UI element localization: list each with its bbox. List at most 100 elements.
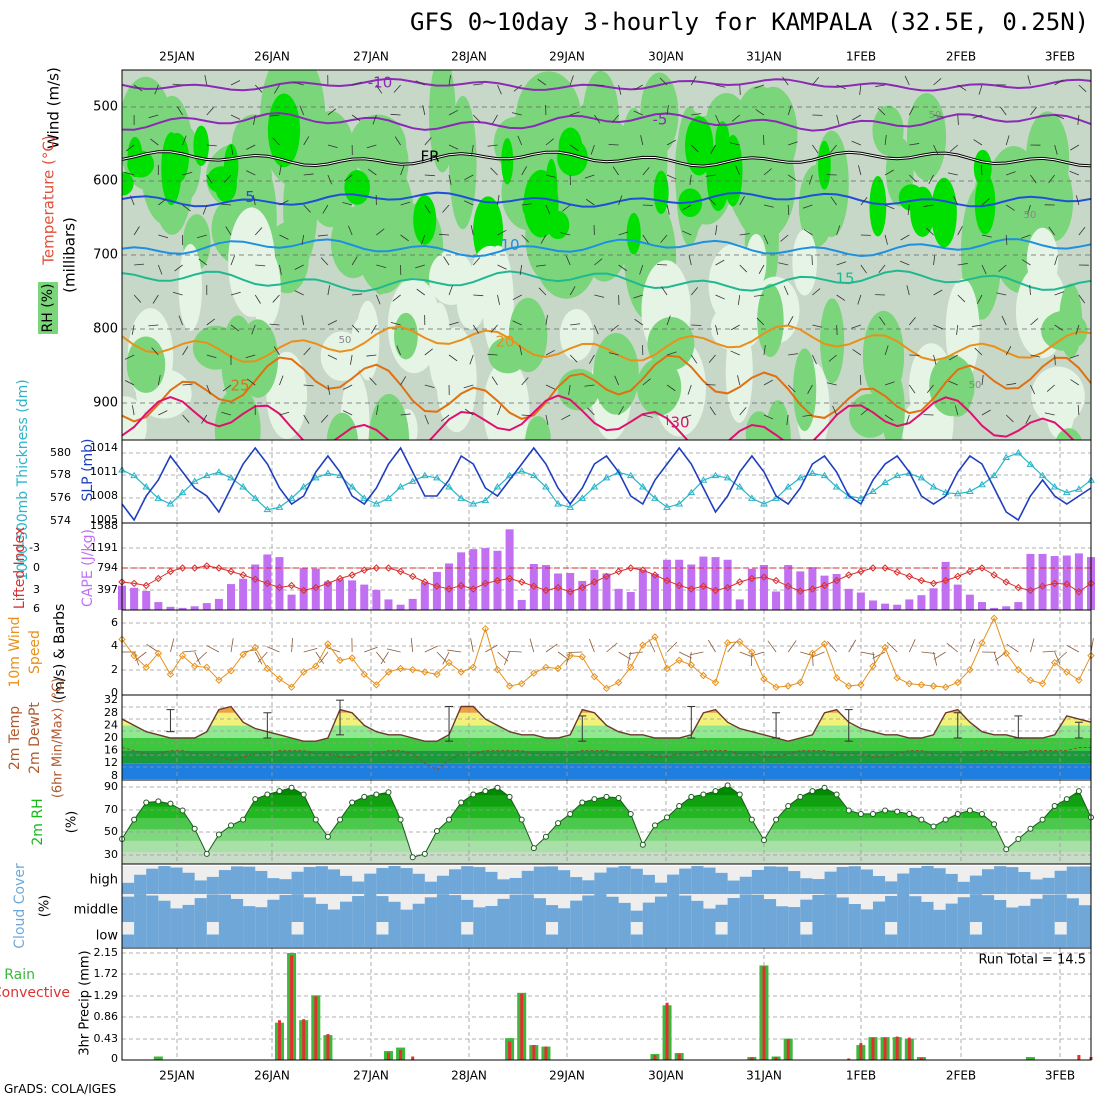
- wind-barb: [618, 84, 622, 95]
- wind-barb: [545, 204, 551, 215]
- wind-barb: [689, 651, 704, 656]
- panel-frame: [121, 439, 1092, 524]
- wind-barb: [907, 204, 910, 215]
- cape-bar: [457, 552, 466, 610]
- wind-barb: [279, 264, 282, 275]
- cloud-cell: [424, 881, 438, 894]
- li-marker: [1038, 582, 1047, 590]
- rh-band: [122, 805, 1091, 818]
- rh-marker: [882, 807, 889, 814]
- cloud-cell: [461, 866, 474, 894]
- rh-blob-bright: [122, 171, 134, 196]
- rh-marker: [942, 816, 949, 823]
- wind-barb: [393, 84, 401, 93]
- rh-marker: [1075, 788, 1082, 795]
- wind-marker: [1038, 679, 1047, 688]
- li-marker: [966, 567, 974, 576]
- wind-barb: [994, 651, 1007, 661]
- wind-barb: [780, 234, 789, 242]
- wind-barb: [836, 84, 846, 90]
- wind-barb: [1006, 643, 1019, 653]
- wind-barb: [708, 354, 716, 363]
- wind-barb: [610, 324, 619, 332]
- tick-label: 50: [104, 825, 118, 838]
- cloud-cell: [630, 934, 644, 947]
- rh-marker: [288, 784, 295, 791]
- wind-barb: [858, 165, 862, 176]
- panel-2m-rh: 90 70 50 30 2m RH (%): [30, 779, 1094, 865]
- wind-marker: [166, 670, 175, 679]
- cloud-cell: [182, 922, 196, 947]
- cloud-cell: [473, 922, 486, 947]
- thickness-marker: [663, 503, 671, 510]
- cape-bar: [856, 592, 865, 610]
- rh-blob: [793, 348, 817, 432]
- wind-barb: [394, 136, 401, 146]
- wind-barb: [998, 264, 1007, 272]
- thickness-marker: [614, 468, 623, 475]
- cloud-cell: [400, 868, 414, 894]
- wind-barb: [294, 264, 304, 270]
- wind-barb: [1054, 144, 1058, 155]
- wind-barb: [830, 144, 837, 154]
- cape-bar: [227, 584, 236, 610]
- wind-barb: [279, 375, 284, 386]
- cloud-cell: [122, 882, 135, 894]
- rh-blob-dry: [559, 308, 594, 361]
- cloud-cell: [461, 934, 474, 947]
- rh-marker: [785, 802, 792, 809]
- wind-barb: [351, 114, 361, 122]
- wind-marker: [954, 678, 962, 687]
- rh-blob-bright: [974, 173, 996, 235]
- wind-barb: [294, 290, 304, 296]
- rh-marker: [409, 854, 416, 861]
- li-marker: [566, 588, 574, 596]
- thickness-marker: [651, 494, 659, 501]
- rh-marker: [978, 810, 985, 817]
- wind-barb: [755, 109, 765, 116]
- rh-marker: [700, 791, 707, 798]
- wind-barb: [303, 414, 310, 424]
- wind-barb: [981, 409, 991, 416]
- date-label: 1FEB: [846, 50, 876, 64]
- cloud-cell: [533, 898, 547, 922]
- rh-band: [122, 782, 1091, 783]
- date-label: 28JAN: [451, 50, 487, 64]
- cloud-cell: [122, 896, 135, 922]
- thickness-marker: [420, 471, 429, 479]
- wind-barb: [343, 384, 353, 390]
- wind-barb: [254, 294, 261, 304]
- rh-blob: [906, 92, 947, 181]
- cape-bar: [941, 561, 950, 610]
- wind-barb: [327, 108, 337, 116]
- cape-bar: [445, 563, 454, 610]
- cloud-cell: [667, 894, 680, 922]
- cloud-cell: [969, 875, 983, 894]
- wind-barb: [787, 640, 797, 653]
- wind-barb: [707, 639, 716, 653]
- thickness-marker: [445, 483, 453, 490]
- wind-barb: [206, 318, 216, 326]
- rh-blob: [814, 130, 849, 238]
- cloud-cell: [364, 873, 377, 894]
- li-marker: [602, 572, 611, 581]
- rh-band: [122, 851, 1091, 864]
- wind-barb: [1070, 379, 1080, 386]
- cloud-cell: [158, 900, 171, 922]
- wind-barb: [589, 354, 595, 364]
- wind-marker: [396, 664, 405, 673]
- wind-barb: [980, 164, 983, 176]
- cloud-cell: [727, 880, 741, 894]
- cape-bar: [529, 563, 538, 610]
- cloud-cell: [957, 881, 971, 894]
- cloud-cell: [388, 922, 402, 947]
- wind-barb: [487, 144, 498, 147]
- precip-conv-bar: [871, 1037, 875, 1060]
- wind-barb: [230, 144, 234, 155]
- wind-barb: [812, 76, 820, 86]
- thickness-marker: [239, 483, 248, 490]
- thickness-marker: [311, 473, 320, 481]
- wind-barb: [739, 233, 750, 236]
- wind-barb: [473, 294, 484, 297]
- rh-blob: [283, 150, 318, 267]
